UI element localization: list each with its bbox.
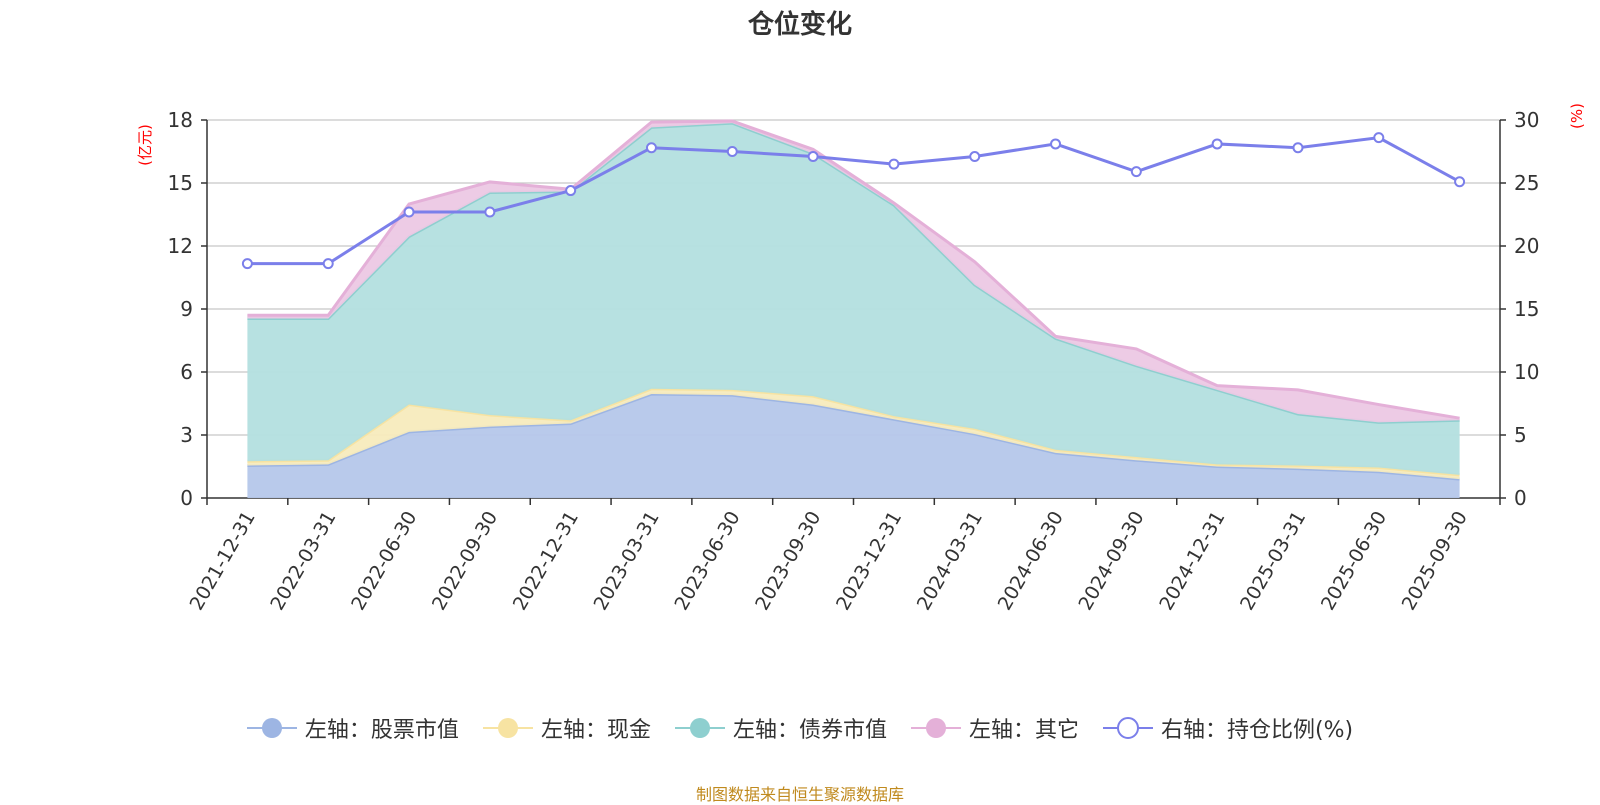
legend-circle-icon [482,718,533,738]
legend-item[interactable]: 左轴：其它 [910,712,1079,744]
area-左轴：股票市值 [247,394,1460,498]
line-ratio [247,136,1461,266]
line-point [1292,142,1304,154]
legend-label: 左轴：股票市值 [304,718,459,743]
x-tick-label: 2024-06-30 [994,508,1068,615]
line-point [888,158,900,170]
x-tick-label: 2025-06-30 [1317,508,1391,615]
line-point [241,258,253,270]
chart-title: 仓位变化 [747,10,852,40]
legend-label: 左轴：现金 [540,718,651,743]
x-tick-label: 2024-09-30 [1074,508,1148,615]
line-point [1050,138,1062,150]
legend-item[interactable]: 右轴：持仓比例(%) [1102,712,1354,744]
x-tick-label: 2023-09-30 [751,508,825,615]
y-left-tick-label: 12 [168,234,193,258]
x-tick-label: 2022-12-31 [509,508,583,615]
x-tick-label: 2023-12-31 [832,508,906,615]
x-tick-label: 2025-03-31 [1236,508,1310,615]
line-point [726,146,738,157]
legend-circle-icon [246,718,297,738]
x-tick-label: 2021-12-31 [185,508,259,615]
chart-legend: 左轴：股票市值 左轴：现金 左轴：债券市值 左轴：其它 右轴：持仓比例(%) [0,712,1600,744]
y-right-tick-label: 15 [1514,297,1539,321]
legend-line-icon [1102,717,1153,739]
legend-label: 左轴：债券市值 [732,718,887,743]
x-tick-label: 2023-06-30 [670,508,744,615]
y-left-tick-label: 6 [180,360,193,384]
x-tick-label: 2022-03-31 [266,508,340,615]
line-point [1211,138,1223,150]
legend-circle-icon [674,718,725,738]
x-tick-label: 2022-09-30 [428,508,502,615]
y-left-unit-label: (亿元) [136,124,154,166]
y-left-tick-label: 3 [180,423,193,447]
line-point [645,142,657,154]
y-right-tick-label: 30 [1514,108,1539,132]
line-point [1130,166,1142,178]
line-point [1373,132,1385,144]
y-right-unit-label: (%) [1568,103,1586,129]
line-point [565,185,577,197]
line-point [807,151,819,163]
y-left-tick-label: 18 [168,108,193,132]
x-tick-label: 2025-09-30 [1398,508,1472,615]
legend-item[interactable]: 左轴：股票市值 [246,712,459,744]
area-edge-左轴：其它 [247,119,1460,420]
y-right-tick-label: 0 [1514,486,1527,510]
line-point [1454,176,1466,188]
y-right-tick-label: 25 [1514,171,1539,195]
legend-label: 右轴：持仓比例(%) [1160,718,1354,743]
line-point [322,258,334,270]
x-tick-label: 2022-06-30 [347,508,421,615]
legend-item[interactable]: 左轴：现金 [482,712,651,744]
legend-item[interactable]: 左轴：债券市值 [674,712,887,744]
x-tick-label: 2024-03-31 [913,508,987,615]
legend-circle-icon [910,718,961,738]
data-source-note: 制图数据来自恒生聚源数据库 [695,785,904,804]
line-point [969,151,981,163]
y-left-tick-label: 15 [168,171,193,195]
y-right-tick-label: 5 [1514,423,1527,447]
legend-label: 左轴：其它 [968,718,1079,743]
y-right-tick-label: 10 [1514,360,1539,384]
y-right-tick-label: 20 [1514,234,1539,258]
line-point [484,206,496,218]
x-tick-label: 2023-03-31 [590,508,664,615]
y-left-tick-label: 0 [180,486,193,510]
x-tick-label: 2024-12-31 [1155,508,1229,615]
line-point [403,206,415,218]
y-left-tick-label: 9 [180,297,193,321]
area-左轴：债券市值 [247,123,1460,475]
